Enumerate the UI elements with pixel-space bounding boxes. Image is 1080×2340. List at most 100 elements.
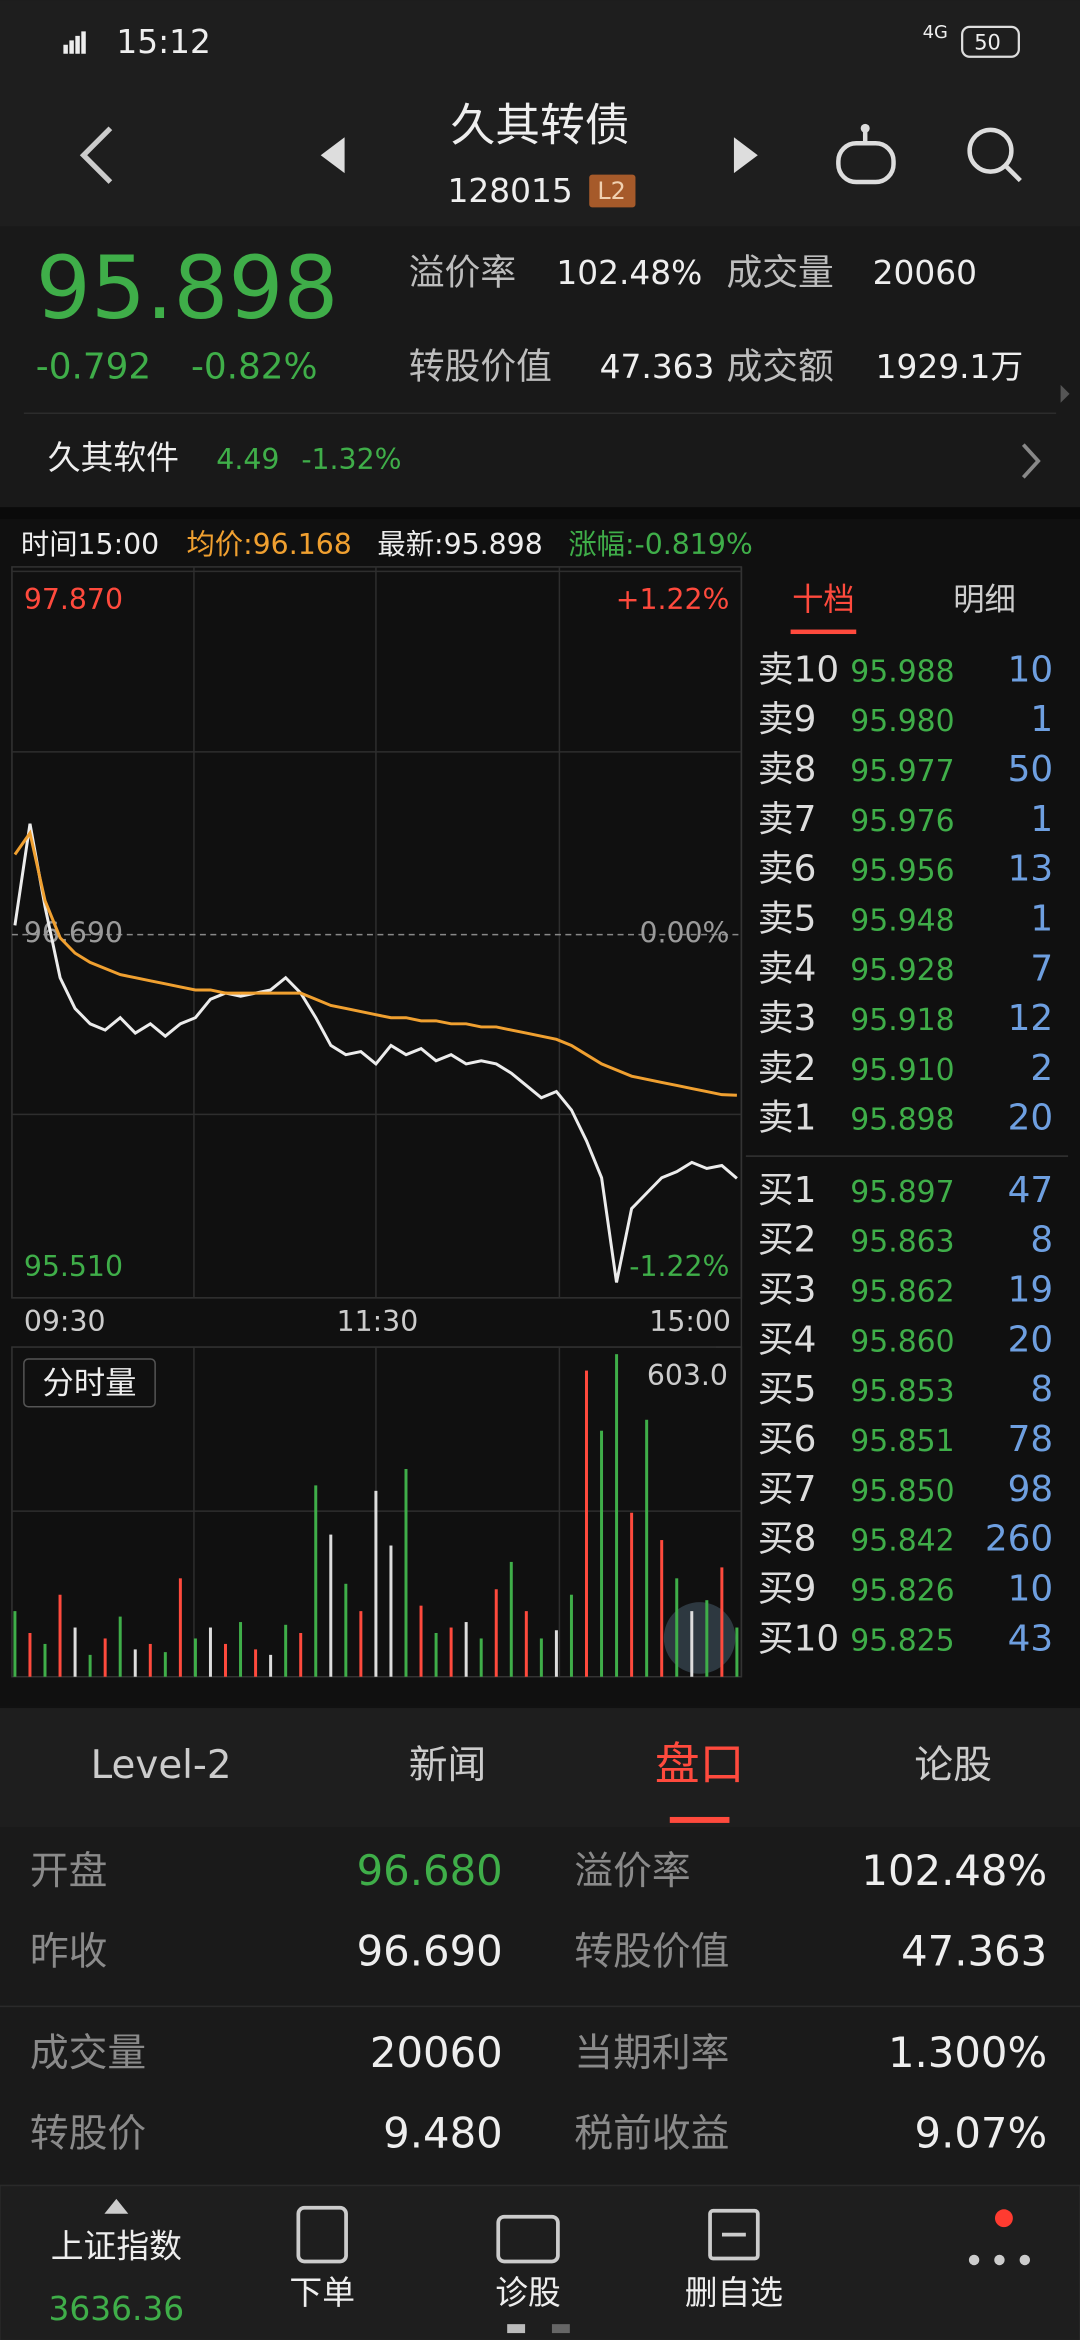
volume-bar [359, 1611, 363, 1677]
volume-label: 分时量 [43, 1365, 137, 1401]
volume-bar [103, 1638, 107, 1677]
level-price: 95.928 [850, 953, 954, 988]
volume-bar [705, 1600, 709, 1677]
y-tick-label: 603.0 [647, 1359, 728, 1392]
volume-bar [178, 1578, 182, 1677]
nav-item[interactable]: 诊股 [495, 2274, 561, 2312]
volume-bar [88, 1654, 92, 1677]
stat-value: 20060 [873, 254, 977, 292]
underlying-change: -1.32% [301, 443, 401, 476]
page-indicator [551, 2324, 570, 2334]
quote-bg [0, 226, 1080, 508]
order-book-tab[interactable]: 十档 [792, 582, 855, 618]
order-book-tab[interactable]: 明细 [953, 582, 1016, 618]
volume-bar [735, 1627, 739, 1677]
price-line [13, 823, 738, 1283]
tab-underline [669, 1816, 730, 1823]
level-label: 买10 [758, 1618, 839, 1659]
nav-arrow [104, 2198, 129, 2214]
notice-dot [994, 2209, 1013, 2228]
search-button[interactable] [967, 127, 1022, 183]
level-volume: 98 [1008, 1469, 1054, 1510]
y-tick-label: 96.690 [24, 917, 123, 950]
underlying-name[interactable]: 久其软件 [48, 439, 179, 477]
volume-bar [43, 1643, 47, 1677]
prev-button[interactable] [320, 137, 345, 174]
robot-icon [860, 123, 870, 133]
stat-label: 溢价率 [409, 253, 516, 294]
index-value: 3636.36 [49, 2290, 185, 2328]
level-label: 卖3 [758, 998, 817, 1039]
level-price: 95.977 [850, 754, 954, 789]
level-price: 95.898 [850, 1103, 954, 1138]
level-price: 95.980 [850, 704, 954, 739]
stat-label: 溢价率 [574, 1849, 690, 1894]
underlying-chevron[interactable] [1021, 443, 1041, 479]
level-price: 95.842 [850, 1524, 954, 1559]
stat-label: 税前收益 [574, 2112, 729, 2157]
level-label: 买7 [758, 1469, 817, 1510]
volume-bar [163, 1652, 167, 1677]
volume-bar [615, 1354, 619, 1677]
volume-bar [720, 1567, 724, 1677]
search-icon [1003, 164, 1022, 183]
nav-index[interactable]: 上证指数 [51, 2228, 182, 2266]
time-label: 11:30 [337, 1305, 419, 1338]
level-price: 95.918 [850, 1003, 954, 1038]
badge-text: L2 [597, 177, 625, 205]
stat-value: 96.680 [357, 1846, 503, 1895]
level-volume: 13 [1008, 849, 1054, 890]
expand-button[interactable] [663, 1602, 736, 1674]
volume-bar [645, 1419, 649, 1677]
tab[interactable]: 盘口 [655, 1738, 745, 1791]
volume-bar [344, 1583, 348, 1677]
level-volume: 12 [1008, 998, 1054, 1039]
y-tick-label: 97.870 [24, 583, 123, 616]
volume-bar [73, 1627, 77, 1677]
tab-underline [790, 629, 857, 635]
volume-bar [118, 1616, 122, 1677]
level-volume: 2 [1030, 1048, 1053, 1089]
stat-value: 47.363 [600, 348, 715, 386]
info-item: 涨幅:-0.819% [568, 528, 752, 561]
dot [994, 2254, 1005, 2266]
y2-tick-label: -1.22% [629, 1250, 729, 1283]
level-price: 95.826 [850, 1574, 954, 1609]
nav-item[interactable]: 下单 [289, 2274, 355, 2312]
level-volume: 1 [1030, 898, 1053, 939]
more-button[interactable] [968, 2209, 1031, 2266]
volume-bar [269, 1654, 273, 1677]
level-label: 卖5 [758, 898, 817, 939]
level-label: 买9 [758, 1569, 817, 1610]
volume-bar [148, 1643, 152, 1677]
tab[interactable]: 新闻 [409, 1743, 487, 1788]
next-button[interactable] [733, 137, 758, 174]
volume-bar [374, 1490, 378, 1677]
stat-value: 102.48% [861, 1846, 1047, 1895]
last-price: 95.898 [36, 239, 339, 339]
volume-bar [419, 1605, 423, 1677]
level-volume: 10 [1008, 1569, 1054, 1610]
battery-icon [961, 25, 1020, 58]
status-time: 15:12 [116, 23, 211, 61]
volume-bar [479, 1638, 483, 1677]
nav-item[interactable]: 删自选 [685, 2274, 783, 2312]
level-volume: 7 [1030, 948, 1053, 989]
y-tick-label: 95.510 [24, 1250, 123, 1283]
tabs-bg [0, 1708, 1080, 1828]
time-label: 09:30 [24, 1305, 106, 1338]
corner-mark [1060, 384, 1070, 403]
volume-bar [239, 1622, 243, 1677]
level-price: 95.825 [850, 1623, 954, 1658]
level-label: 买6 [758, 1419, 817, 1460]
average-line [13, 829, 737, 1097]
tab[interactable]: 论股 [914, 1743, 992, 1788]
back-button[interactable] [79, 126, 113, 184]
tab[interactable]: Level-2 [91, 1743, 232, 1788]
robot-button[interactable] [836, 123, 896, 185]
title: 久其转债 [451, 98, 630, 151]
search-icon [967, 127, 1014, 174]
level-price: 95.910 [850, 1053, 954, 1088]
